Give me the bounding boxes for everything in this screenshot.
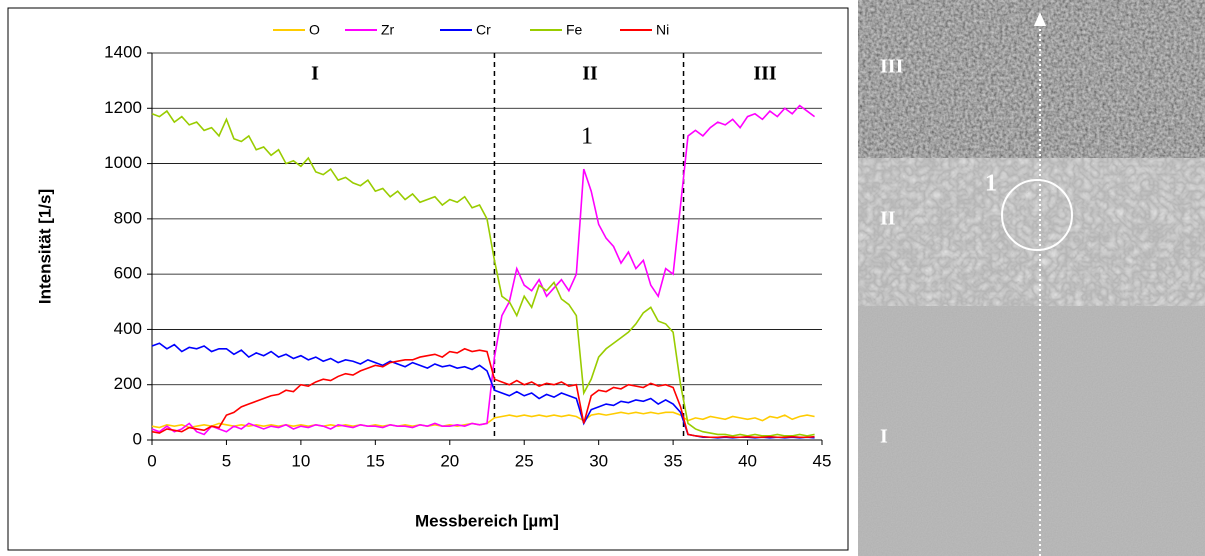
x-axis-title: Messbereich [µm]	[415, 511, 559, 530]
figure: 0 200 400 600 800 1000 1200 1400 0 5 10 15 20 25 30 35 4…	[0, 0, 1205, 556]
legend-label: O	[309, 22, 320, 38]
x-tick-label: 15	[366, 451, 385, 470]
region-i	[858, 305, 1205, 556]
annotation: 1	[581, 124, 593, 150]
x-tick-label: 40	[738, 451, 757, 470]
sem-image: III II I 1	[858, 0, 1205, 556]
image-label: II	[880, 208, 896, 230]
legend-label: Zr	[381, 22, 395, 38]
x-tick-label: 20	[440, 451, 459, 470]
annotation: III	[753, 63, 777, 85]
x-tick-label: 35	[664, 451, 683, 470]
annotation: I	[311, 63, 319, 85]
region-ii	[858, 130, 1205, 306]
x-tick-label: 25	[515, 451, 534, 470]
y-tick-label: 600	[114, 264, 142, 283]
x-tick-label: 5	[222, 451, 231, 470]
annotation: II	[582, 63, 598, 85]
image-label: 1	[985, 171, 997, 197]
legend-label: Ni	[656, 22, 669, 38]
x-tick-label: 10	[291, 451, 310, 470]
x-tick-label: 0	[147, 451, 156, 470]
y-tick-label: 0	[133, 429, 142, 448]
region-iii	[858, 0, 1205, 158]
y-tick-label: 1400	[104, 42, 142, 61]
y-tick-label: 400	[114, 319, 142, 338]
x-tick-label: 30	[589, 451, 608, 470]
image-label: III	[880, 56, 904, 78]
y-tick-label: 1000	[104, 153, 142, 172]
x-tick-label: 45	[813, 451, 832, 470]
y-tick-label: 200	[114, 374, 142, 393]
legend-label: Cr	[476, 22, 491, 38]
y-tick-label: 800	[114, 208, 142, 227]
y-tick-label: 1200	[104, 98, 142, 117]
page: 0 200 400 600 800 1000 1200 1400 0 5 10 15 20 25 30 35 4…	[0, 0, 1205, 556]
y-axis-title: Intensität [1/s]	[35, 189, 54, 304]
image-label: I	[880, 426, 888, 448]
legend-label: Fe	[566, 22, 583, 38]
